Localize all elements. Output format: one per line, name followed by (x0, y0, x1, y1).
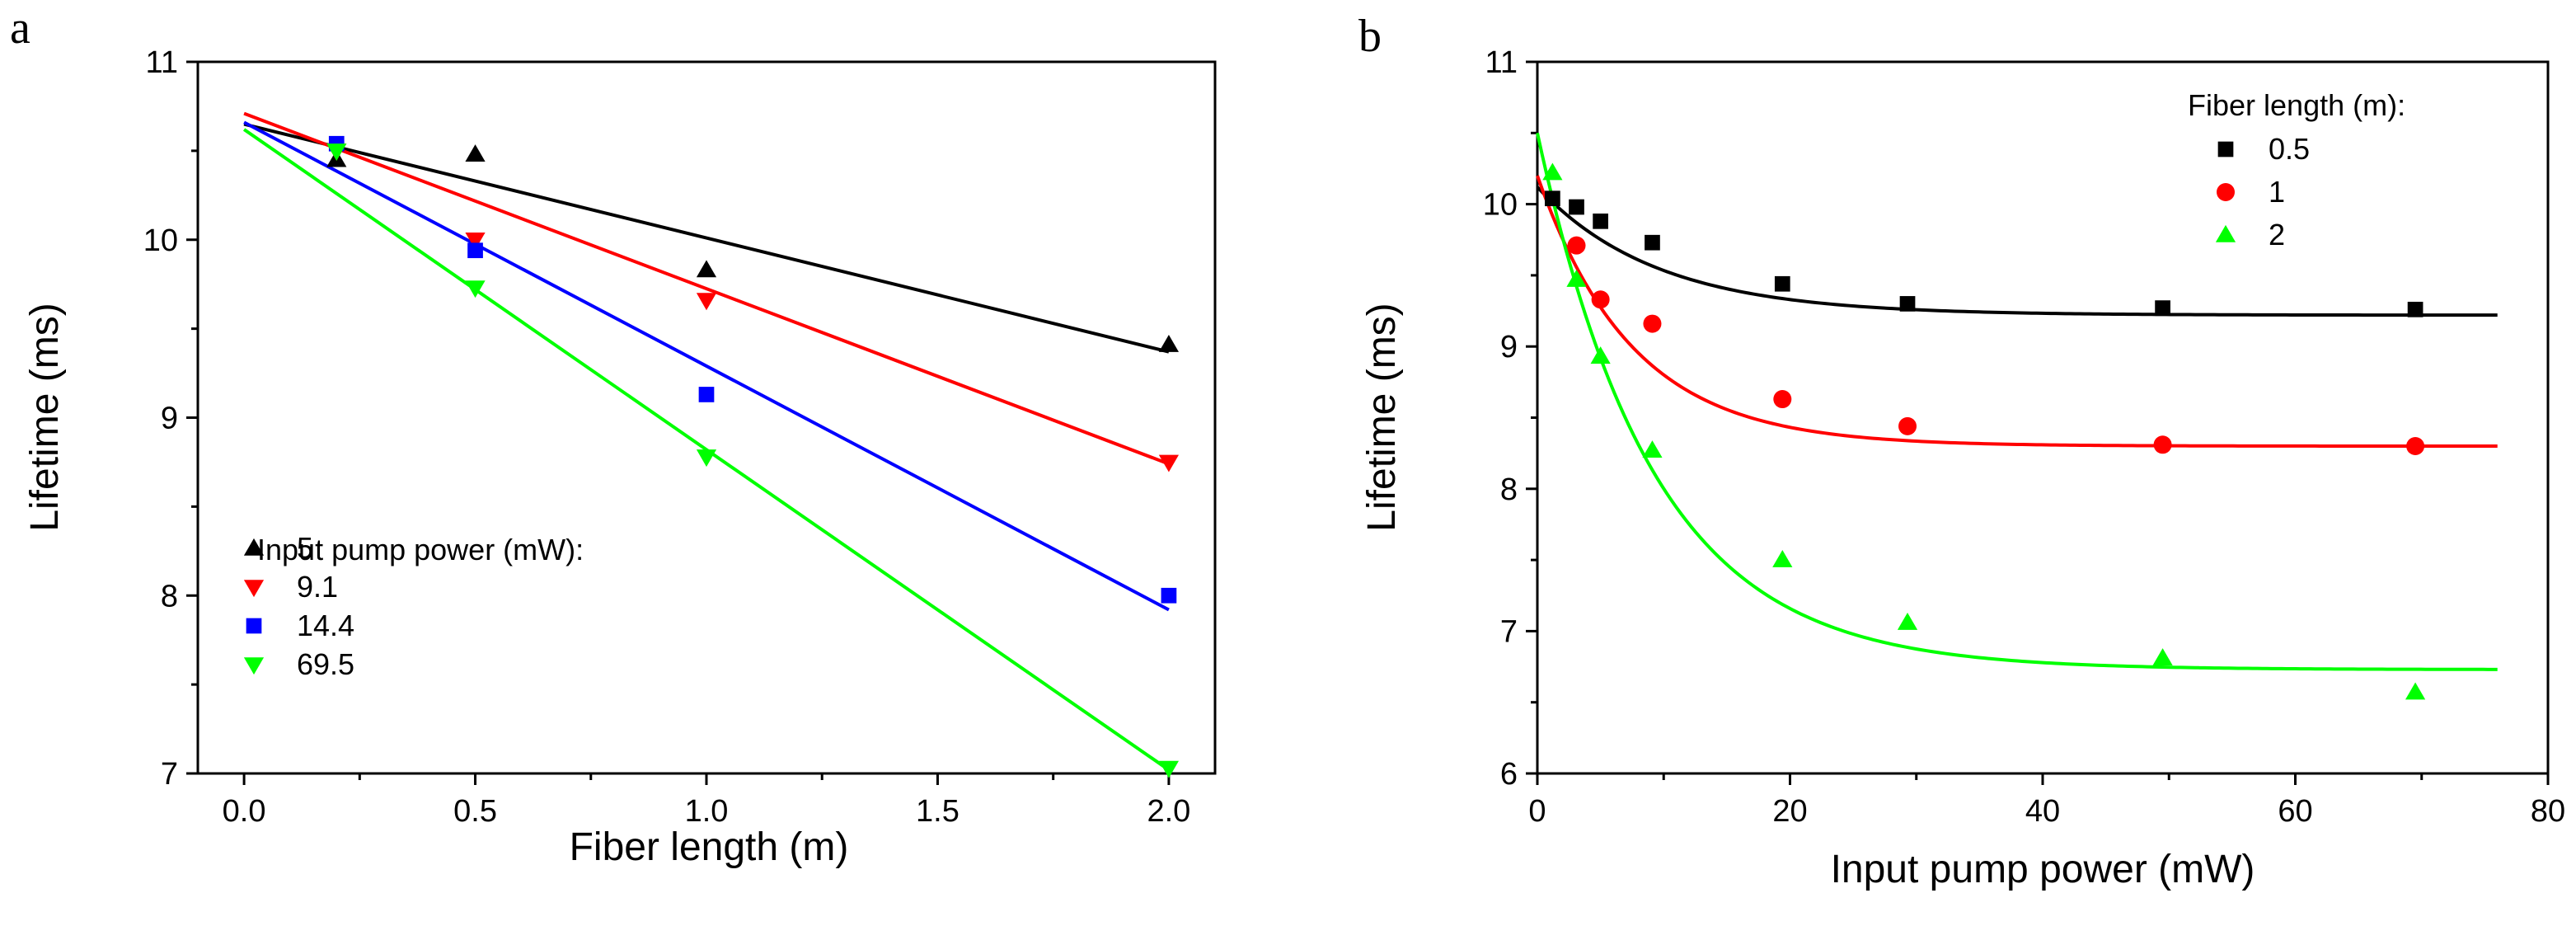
panel-a-data-point-5 (1158, 334, 1180, 352)
panel-b-fit-line-series-2 (1536, 132, 2498, 671)
panel-b-x-tick-label: 60 (2278, 794, 2312, 829)
panel-b-data-point-0.5 (1645, 234, 1660, 251)
panel-b-x-axis-label: Input pump power (mW) (1831, 848, 2255, 891)
panel-a-data-point-69.5 (696, 449, 717, 468)
panel-b-data-point-0.5 (1593, 213, 1608, 229)
panel-b-fit-line-series-0.5 (1536, 186, 2498, 317)
chart-a: 0.0 0.5 1.0 1.5 2.0 7 8 9 10 11 Fiber length (m) Li… (23, 45, 1217, 869)
panel-a-fit-line-series-5 (243, 122, 1170, 354)
panel-b-data-point-2 (1897, 612, 1918, 630)
panel-letter-b: b (1358, 11, 1382, 62)
panel-a-y-tick-label: 11 (146, 45, 178, 80)
panel-a-x-tick-label: 1.5 (916, 794, 960, 829)
panel-a-x-tick-label: 1.0 (685, 794, 729, 829)
panel-b-legend-label-1: 1 (2269, 175, 2285, 209)
panel-a-data-point-69.5 (1158, 760, 1180, 778)
panel-a-y-axis-label: Lifetime (ms) (23, 303, 67, 531)
panel-a-data-point-14.4 (698, 387, 715, 402)
panel-b-legend-label-2: 2 (2269, 218, 2285, 251)
panel-b-y-tick-label: 10 (1483, 188, 1518, 223)
panel-a-x-tick-label: 0.5 (453, 794, 497, 829)
panel-a-fit-line-series-14.4 (243, 120, 1170, 612)
panel-b-x-tick-label: 80 (2531, 794, 2565, 829)
panel-b-y-tick-label: 11 (1485, 45, 1518, 80)
panel-b-legend-title: Fiber length (m): (2188, 88, 2405, 122)
panel-b-x-tick-label: 40 (2025, 794, 2060, 829)
panel-b-y-tick-label: 9 (1500, 330, 1518, 364)
panel-b-x-tick-label: 0 (1528, 794, 1546, 829)
panel-b-data-point-1 (1898, 416, 1917, 435)
panel-b-data-point-1 (2406, 437, 2425, 456)
panel-b-data-point-0.5 (1569, 199, 1584, 215)
panel-a-data-point-14.4 (467, 242, 483, 259)
panel-b-y-tick-label: 8 (1500, 472, 1518, 507)
panel-a-legend-marker-14.4 (246, 618, 262, 634)
panel-b-data-point-1 (1773, 390, 1792, 409)
panel-a-legend-label-5: 5 (297, 531, 313, 565)
panel-b-data-point-0.5 (1545, 190, 1560, 207)
panel-a-legend-marker-5 (243, 538, 265, 556)
panel-b-legend-label-0.5: 0.5 (2269, 132, 2310, 166)
panel-b-data-point-1 (1567, 236, 1586, 255)
panel-b-legend-marker-2 (2215, 224, 2236, 242)
panel-b-plot-frame (1536, 60, 2550, 775)
panel-b-data-point-2 (2152, 648, 2173, 665)
panel-a-legend-label-69.5: 69.5 (297, 647, 354, 681)
panel-a-y-tick-label: 9 (161, 402, 178, 436)
panel-a-x-axis-label: Fiber length (m) (570, 825, 849, 869)
panel-a-y-tick-label: 7 (161, 757, 178, 792)
panel-a-data-point-5 (465, 144, 486, 162)
panel-a-legend-marker-69.5 (243, 657, 265, 675)
panel-a-x-tick-label: 2.0 (1147, 794, 1190, 829)
panel-b-data-point-0.5 (1774, 275, 1790, 292)
panel-b-legend-marker-0.5 (2217, 141, 2234, 157)
panel-b-data-point-1 (2153, 435, 2172, 454)
panel-b-data-point-0.5 (1899, 296, 1916, 312)
panel-b-data-point-2 (1566, 269, 1587, 287)
panel-a-legend-marker-9.1 (243, 580, 265, 598)
panel-a-legend-label-9.1: 9.1 (297, 570, 338, 604)
panel-b-data-point-1 (1643, 314, 1662, 333)
panel-b-data-point-1 (1591, 290, 1610, 309)
panel-a-legend-label-14.4: 14.4 (297, 609, 354, 642)
panel-letter-a: a (10, 2, 30, 54)
panel-b-data-point-0.5 (2155, 300, 2170, 316)
panel-a-data-point-9.1 (465, 232, 486, 250)
panel-a-x-tick-label: 0.0 (223, 794, 266, 829)
panel-b-y-tick-label: 6 (1500, 757, 1518, 792)
panel-a-data-point-69.5 (465, 280, 486, 298)
panel-b-data-point-2 (1542, 162, 1563, 181)
chart-b: 0 20 40 60 80 6 7 8 9 10 11 Input pump power (mW) Li… (1360, 45, 2565, 891)
panel-a-legend-title: Input pump power (mW): (257, 533, 584, 566)
panel-a-data-point-69.5 (326, 143, 347, 161)
panel-b-y-axis-label: Lifetime (ms) (1360, 303, 1404, 531)
panel-a-data-point-14.4 (1161, 587, 1177, 604)
panel-a-y-tick-label: 10 (143, 223, 178, 258)
panel-b-data-point-2 (1772, 550, 1793, 567)
panel-b-y-tick-label: 7 (1500, 614, 1518, 649)
panel-b-data-point-0.5 (2407, 301, 2424, 317)
panel-b-fit-line-series-1 (1536, 175, 2498, 449)
panel-b-data-point-2 (2405, 682, 2426, 700)
panel-a-y-tick-label: 8 (161, 579, 178, 613)
panel-b-x-tick-label: 20 (1772, 794, 1807, 829)
panel-b-data-point-2 (1590, 346, 1611, 364)
panel-b-data-point-2 (1642, 440, 1663, 458)
panel-a-data-point-9.1 (1158, 454, 1180, 472)
panel-a-fit-line-series-9.1 (243, 111, 1170, 466)
panel-a-data-point-5 (696, 260, 717, 278)
panel-a-data-point-9.1 (696, 293, 717, 311)
panel-b-legend-marker-1 (2217, 183, 2235, 201)
